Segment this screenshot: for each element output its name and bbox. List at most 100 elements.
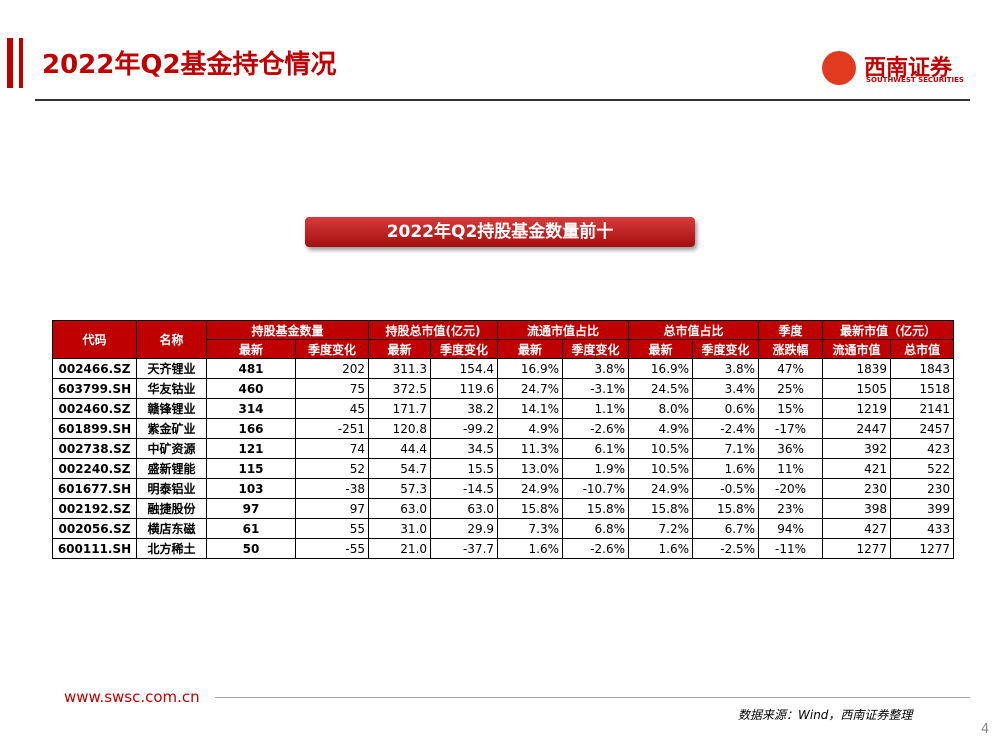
table-cell: 7.2% — [628, 518, 694, 539]
table-cell: 11% — [758, 458, 824, 479]
table-cell: 21.0 — [368, 538, 432, 559]
table-cell: 600111.SH — [52, 538, 137, 559]
table-row: 002056.SZ 横店东磁 61 55 31.0 29.9 7.3% 6.8% 7.2% 6.7… — [52, 518, 955, 539]
table-cell: 433 — [890, 518, 955, 539]
table-cell: 1.6% — [628, 538, 694, 559]
table-cell: 15.8% — [497, 498, 564, 519]
table-cell: 36% — [758, 438, 824, 459]
table-cell: 61 — [206, 518, 296, 539]
table-cell: 3.8% — [692, 358, 760, 379]
footer-url: www.swsc.com.cn — [64, 688, 200, 706]
logo-subtext: SOUTHWEST SECURITIES — [866, 76, 964, 84]
table-cell: 423 — [890, 438, 955, 459]
accent-bar — [7, 38, 13, 88]
table-cell: 6.8% — [562, 518, 630, 539]
table-cell: -11% — [758, 538, 824, 559]
table-title: 2022年Q2持股基金数量前十 — [305, 217, 695, 247]
table-cell: -3.1% — [562, 378, 630, 399]
table-cell: 1277 — [822, 538, 892, 559]
table-row: 601677.SH 明泰铝业 103 -38 57.3 -14.5 24.9% -10.7% 2… — [52, 478, 955, 499]
table-cell: 63.0 — [368, 498, 432, 519]
header-cell: 最新 — [628, 339, 694, 359]
table-cell: 6.7% — [692, 518, 760, 539]
page-number: 4 — [981, 722, 990, 737]
table-cell: 002466.SZ — [52, 358, 137, 379]
header-cell: 最新 — [206, 339, 296, 359]
table-cell: 460 — [206, 378, 296, 399]
table-cell: 202 — [294, 358, 370, 379]
table-cell: 57.3 — [368, 478, 432, 499]
table-cell: 38.2 — [430, 398, 499, 419]
table-cell: 002192.SZ — [52, 498, 137, 519]
table-cell: 171.7 — [368, 398, 432, 419]
table-cell: 63.0 — [430, 498, 499, 519]
table-cell: 1505 — [822, 378, 892, 399]
table-cell: 24.9% — [628, 478, 694, 499]
table-cell: 97 — [206, 498, 296, 519]
header-cell: 持股基金数量 — [205, 320, 370, 340]
table-cell: -38 — [294, 478, 370, 499]
header-cell: 季度变化 — [692, 339, 760, 359]
table-cell: 230 — [890, 478, 955, 499]
table-cell: 1219 — [822, 398, 892, 419]
table-row: 002192.SZ 融捷股份 97 97 63.0 63.0 15.8% 15.8% 15.8%… — [52, 498, 955, 519]
table-cell: 15.8% — [692, 498, 760, 519]
table-cell: -17% — [758, 418, 824, 439]
table-cell: 15% — [758, 398, 824, 419]
table-cell: 372.5 — [368, 378, 432, 399]
table-cell: 002056.SZ — [52, 518, 137, 539]
table-cell: 3.8% — [562, 358, 630, 379]
table-cell: 0.6% — [692, 398, 760, 419]
table-cell: 230 — [822, 478, 892, 499]
table-cell: 13.0% — [497, 458, 564, 479]
table-cell: 25% — [758, 378, 824, 399]
table-cell: 11.3% — [497, 438, 564, 459]
table-cell: 3.4% — [692, 378, 760, 399]
header-cell: 最新市值（亿元） — [822, 320, 955, 340]
table-cell: 54.7 — [368, 458, 432, 479]
header-cell: 季度变化 — [562, 339, 630, 359]
table-cell: 166 — [206, 418, 296, 439]
table-cell: 1.6% — [497, 538, 564, 559]
table-cell: 24.7% — [497, 378, 564, 399]
table-cell: -2.6% — [562, 418, 630, 439]
header-cell: 流通市值占比 — [497, 320, 630, 340]
table-cell: -10.7% — [562, 478, 630, 499]
table-cell: 8.0% — [628, 398, 694, 419]
table-cell: 15.8% — [562, 498, 630, 519]
table-cell: 北方稀土 — [136, 538, 207, 559]
table-cell: 6.1% — [562, 438, 630, 459]
table-cell: 16.9% — [497, 358, 564, 379]
header-cell: 持股总市值(亿元) — [368, 320, 499, 340]
table-cell: -2.5% — [692, 538, 760, 559]
table-cell: 398 — [822, 498, 892, 519]
data-table: 代码 名称 持股基金数量 持股总市值(亿元) 流通市值占比 总市值占比 季度 最… — [52, 320, 955, 559]
table-cell: 紫金矿业 — [136, 418, 207, 439]
table-cell: 天齐锂业 — [136, 358, 207, 379]
header-cell: 代码 — [52, 320, 137, 359]
table-cell: 盛新锂能 — [136, 458, 207, 479]
header-cell: 季度 — [758, 320, 824, 340]
table-cell: 15.8% — [628, 498, 694, 519]
table-cell: 1277 — [890, 538, 955, 559]
header-cell: 名称 — [136, 320, 207, 359]
table-cell: 115 — [206, 458, 296, 479]
table-cell: 603799.SH — [52, 378, 137, 399]
table-cell: 314 — [206, 398, 296, 419]
table-cell: -20% — [758, 478, 824, 499]
table-cell: 481 — [206, 358, 296, 379]
logo-text: 西南证券 — [864, 55, 953, 81]
table-cell: 2141 — [890, 398, 955, 419]
table-row: 002240.SZ 盛新锂能 115 52 54.7 15.5 13.0% 1.9% 10.5%… — [52, 458, 955, 479]
table-cell: 7.1% — [692, 438, 760, 459]
table-cell: 10.5% — [628, 438, 694, 459]
table-cell: 1518 — [890, 378, 955, 399]
table-cell: 002738.SZ — [52, 438, 137, 459]
table-cell: 融捷股份 — [136, 498, 207, 519]
table-cell: 55 — [294, 518, 370, 539]
table-cell: 94% — [758, 518, 824, 539]
table-cell: 52 — [294, 458, 370, 479]
header-cell: 总市值 — [890, 339, 955, 359]
table-cell: 1.1% — [562, 398, 630, 419]
